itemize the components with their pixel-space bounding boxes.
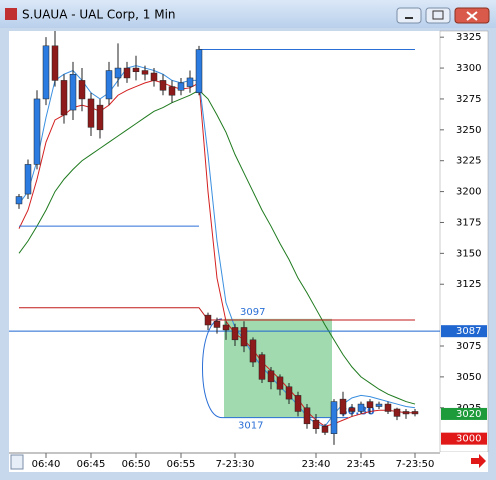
candle-body: [51, 45, 59, 81]
candle-body: [339, 398, 347, 415]
candle-body: [384, 403, 392, 412]
candle-body: [213, 321, 221, 328]
scroll-right-arrow[interactable]: [471, 454, 486, 468]
candle-body: [321, 426, 329, 433]
y-tick-label: 3125: [456, 279, 481, 290]
x-tick-label: 7-23:50: [396, 459, 435, 470]
candle-body: [258, 354, 266, 380]
y-tick-label: 3250: [456, 125, 481, 136]
price-marker: [441, 407, 487, 420]
candle-body: [348, 407, 356, 412]
scroll-handle[interactable]: [10, 454, 24, 470]
candle-body: [402, 411, 410, 415]
candle-body: [69, 73, 77, 111]
minimize-icon: [405, 17, 413, 19]
candle-body: [195, 49, 203, 94]
entry-label: 3097: [240, 307, 265, 318]
candle-body: [393, 408, 401, 417]
candle-body: [33, 98, 41, 165]
candle-body: [159, 80, 167, 91]
candle-body: [294, 395, 302, 412]
indicator-line: [18, 79, 415, 427]
x-tick-label: 23:45: [347, 459, 376, 470]
y-tick-label: 3300: [456, 63, 481, 74]
candle-body: [357, 403, 365, 412]
candle-body: [366, 401, 374, 409]
candle-body: [285, 386, 293, 400]
x-tick-label: 7-23:30: [216, 459, 255, 470]
candle-body: [231, 327, 239, 341]
candle-body: [177, 82, 185, 91]
price-marker-label: 3087: [456, 326, 481, 337]
y-tick-label: 3150: [456, 248, 481, 259]
candle-body: [303, 407, 311, 425]
y-tick-label: 3175: [456, 217, 481, 228]
price-marker-label: 3000: [456, 434, 481, 445]
y-tick-label: 3325: [456, 32, 481, 43]
candle-body: [132, 67, 140, 73]
candle-body: [60, 80, 68, 116]
candle-body: [240, 327, 248, 347]
price-marker: [441, 325, 487, 338]
y-tick-label: 3075: [456, 341, 481, 352]
price-marker-label: 3020: [456, 409, 481, 420]
x-tick-label: 23:40: [302, 459, 331, 470]
maximize-button[interactable]: [425, 7, 451, 24]
candle-body: [168, 86, 176, 96]
candle-body: [42, 45, 50, 100]
candle-body: [249, 339, 257, 363]
candle-body: [375, 403, 383, 407]
y-tick-label: 3275: [456, 94, 481, 105]
candle-body: [222, 324, 230, 331]
price-axis: [439, 30, 489, 453]
candle-body: [150, 72, 158, 81]
candle-body: [186, 77, 194, 87]
minimize-button[interactable]: [396, 7, 422, 24]
candle-body: [141, 70, 149, 75]
candle-body: [312, 419, 320, 430]
y-tick-label: 3050: [456, 372, 481, 383]
candle-body: [276, 376, 284, 390]
candle-body: [114, 67, 122, 79]
candle-body: [411, 411, 419, 415]
candle-body: [105, 70, 113, 100]
chart: 3025305030753125315031753200322532503275…: [9, 31, 487, 470]
candle-body: [123, 67, 131, 79]
exit-label: 3017: [238, 421, 263, 432]
x-tick-label: 06:55: [167, 459, 196, 470]
candle-body: [78, 80, 86, 100]
app-icon: [5, 8, 17, 20]
window-title: S.UAUA - UAL Corp, 1 Min: [22, 8, 176, 22]
candle-body: [15, 196, 23, 205]
candle-body: [96, 104, 104, 131]
y-tick-label: 3200: [456, 187, 481, 198]
maximize-icon: [432, 10, 444, 20]
candle-body: [330, 401, 338, 434]
x-tick-label: 06:40: [32, 459, 61, 470]
time-axis: [9, 452, 488, 472]
x-tick-label: 06:50: [122, 459, 151, 470]
candle-body: [24, 164, 32, 195]
trade-box: [224, 318, 332, 418]
close-icon: [466, 11, 478, 21]
y-tick-label: 3225: [456, 156, 481, 167]
candle-body: [87, 98, 95, 128]
candle-body: [267, 370, 275, 383]
price-marker: [441, 432, 487, 445]
x-tick-label: 06:45: [77, 459, 106, 470]
candle-body: [204, 314, 212, 326]
indicator-line: [18, 89, 416, 405]
